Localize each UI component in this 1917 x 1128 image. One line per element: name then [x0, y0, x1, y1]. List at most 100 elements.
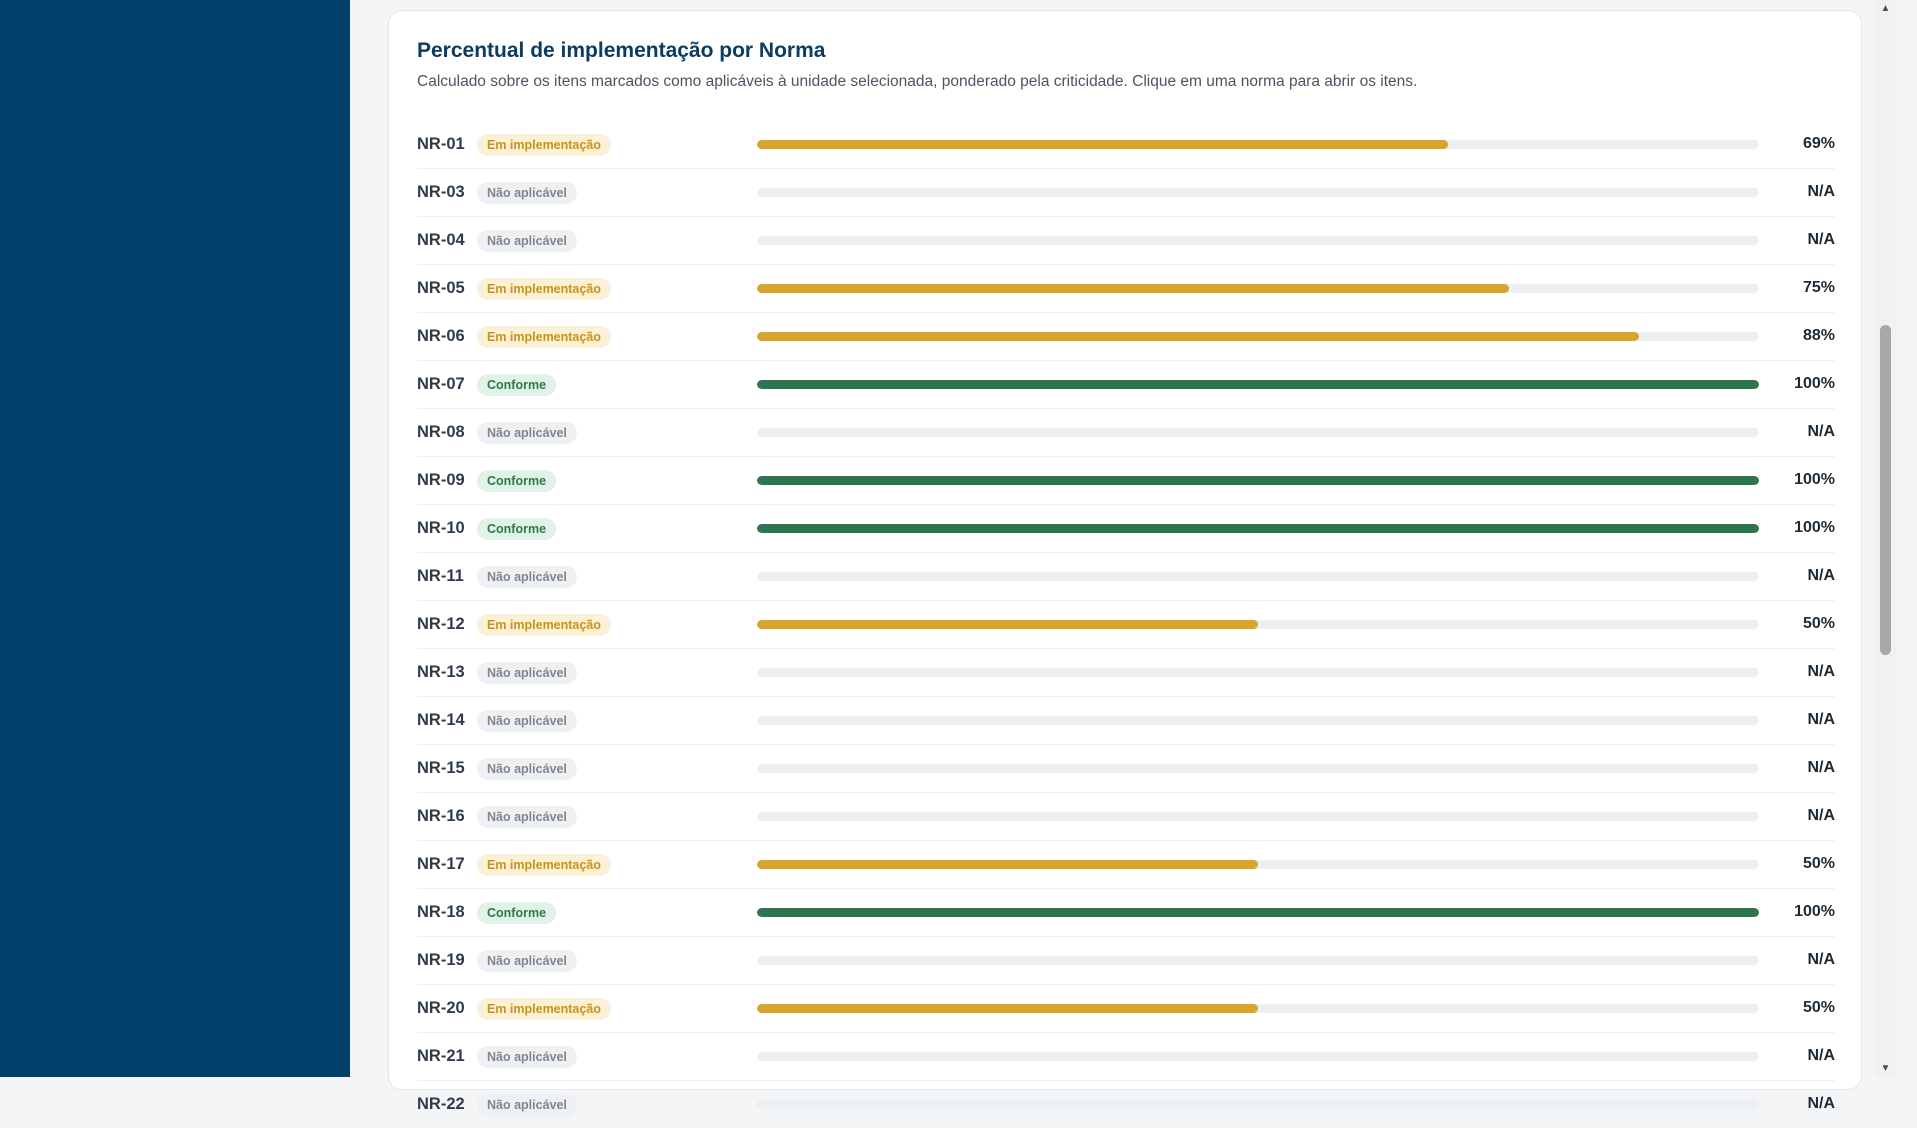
norm-row-nr-17[interactable]: NR-17 Em implementação 50%: [417, 841, 1835, 889]
status-badge: Não aplicável: [477, 950, 577, 972]
percent-value: 100%: [1794, 903, 1835, 920]
norm-row-nr-04[interactable]: NR-04 Não aplicável N/A: [417, 217, 1835, 265]
status-badge: Em implementação: [477, 998, 611, 1020]
scroll-up-arrow-icon[interactable]: ▲: [1880, 3, 1891, 14]
norm-row-nr-13[interactable]: NR-13 Não aplicável N/A: [417, 649, 1835, 697]
norm-list: NR-01 Em implementação 69% NR-03 Não apl…: [417, 121, 1835, 1128]
scroll-down-arrow-icon[interactable]: ▼: [1880, 1063, 1891, 1074]
norm-code: NR-14: [417, 711, 465, 729]
progress-track: [757, 860, 1759, 869]
percent-value: N/A: [1807, 759, 1835, 776]
percent-value: 100%: [1794, 375, 1835, 392]
percent-value: 100%: [1794, 471, 1835, 488]
norm-row-nr-05[interactable]: NR-05 Em implementação 75%: [417, 265, 1835, 313]
percent-value: N/A: [1807, 183, 1835, 200]
percent-value: N/A: [1807, 951, 1835, 968]
scroll-thumb[interactable]: [1880, 325, 1891, 655]
norm-code: NR-15: [417, 759, 465, 777]
progress-track: [757, 908, 1759, 917]
norm-code: NR-07: [417, 375, 465, 393]
progress-track: [757, 1052, 1759, 1061]
progress-track: [757, 428, 1759, 437]
norm-row-nr-22[interactable]: NR-22 Não aplicável N/A: [417, 1081, 1835, 1128]
status-badge: Não aplicável: [477, 566, 577, 588]
progress-track: [757, 812, 1759, 821]
main-content: Percentual de implementação por Norma Ca…: [350, 0, 1896, 1116]
norm-row-nr-11[interactable]: NR-11 Não aplicável N/A: [417, 553, 1835, 601]
progress-track: [757, 188, 1759, 197]
norm-row-nr-18[interactable]: NR-18 Conforme 100%: [417, 889, 1835, 937]
status-badge: Em implementação: [477, 134, 611, 156]
norm-code: NR-01: [417, 135, 465, 153]
status-badge: Não aplicável: [477, 710, 577, 732]
progress-track: [757, 1004, 1759, 1013]
percent-value: N/A: [1807, 711, 1835, 728]
percent-value: 88%: [1802, 327, 1835, 344]
norm-code: NR-17: [417, 855, 465, 873]
percent-value: 75%: [1802, 279, 1835, 296]
progress-track: [757, 140, 1759, 149]
norm-code: NR-11: [417, 567, 464, 585]
status-badge: Não aplicável: [477, 662, 577, 684]
status-badge: Não aplicável: [477, 182, 577, 204]
norm-row-nr-01[interactable]: NR-01 Em implementação 69%: [417, 121, 1835, 169]
percent-value: N/A: [1807, 807, 1835, 824]
progress-track: [757, 620, 1759, 629]
norm-code: NR-04: [417, 231, 465, 249]
norm-code: NR-21: [417, 1047, 465, 1065]
norm-code: NR-10: [417, 519, 465, 537]
norm-code: NR-09: [417, 471, 465, 489]
progress-track: [757, 668, 1759, 677]
progress-fill: [757, 332, 1639, 341]
norm-row-nr-21[interactable]: NR-21 Não aplicável N/A: [417, 1033, 1835, 1081]
card-subtitle: Calculado sobre os itens marcados como a…: [417, 73, 1418, 90]
percent-value: 100%: [1794, 519, 1835, 536]
percent-value: 50%: [1802, 855, 1835, 872]
norm-code: NR-12: [417, 615, 465, 633]
progress-track: [757, 764, 1759, 773]
status-badge: Conforme: [477, 374, 557, 396]
norm-row-nr-08[interactable]: NR-08 Não aplicável N/A: [417, 409, 1835, 457]
norm-code: NR-08: [417, 423, 465, 441]
status-badge: Não aplicável: [477, 230, 577, 252]
norm-row-nr-10[interactable]: NR-10 Conforme 100%: [417, 505, 1835, 553]
norm-row-nr-03[interactable]: NR-03 Não aplicável N/A: [417, 169, 1835, 217]
norm-code: NR-05: [417, 279, 465, 297]
progress-track: [757, 716, 1759, 725]
progress-fill: [757, 620, 1258, 629]
status-badge: Em implementação: [477, 614, 611, 636]
progress-fill: [757, 908, 1759, 917]
norm-row-nr-09[interactable]: NR-09 Conforme 100%: [417, 457, 1835, 505]
progress-fill: [757, 140, 1449, 149]
norm-code: NR-16: [417, 807, 465, 825]
norms-implementation-card: Percentual de implementação por Norma Ca…: [388, 10, 1862, 1116]
norm-code: NR-13: [417, 663, 465, 681]
progress-track: [757, 476, 1759, 485]
norm-row-nr-15[interactable]: NR-15 Não aplicável N/A: [417, 745, 1835, 793]
norm-row-nr-19[interactable]: NR-19 Não aplicável N/A: [417, 937, 1835, 985]
progress-fill: [757, 1004, 1258, 1013]
status-badge: Não aplicável: [477, 806, 577, 828]
norm-row-nr-16[interactable]: NR-16 Não aplicável N/A: [417, 793, 1835, 841]
norm-code: NR-19: [417, 951, 465, 969]
status-badge: Não aplicável: [477, 1094, 577, 1116]
norm-row-nr-06[interactable]: NR-06 Em implementação 88%: [417, 313, 1835, 361]
progress-track: [757, 524, 1759, 533]
status-badge: Conforme: [477, 518, 557, 540]
percent-value: 50%: [1802, 615, 1835, 632]
progress-track: [757, 572, 1759, 581]
norm-code: NR-20: [417, 999, 465, 1017]
norm-row-nr-12[interactable]: NR-12 Em implementação 50%: [417, 601, 1835, 649]
percent-value: N/A: [1807, 231, 1835, 248]
norm-row-nr-07[interactable]: NR-07 Conforme 100%: [417, 361, 1835, 409]
progress-fill: [757, 860, 1258, 869]
status-badge: Não aplicável: [477, 758, 577, 780]
percent-value: N/A: [1807, 423, 1835, 440]
percent-value: N/A: [1807, 1047, 1835, 1064]
norm-row-nr-14[interactable]: NR-14 Não aplicável N/A: [417, 697, 1835, 745]
percent-value: N/A: [1807, 567, 1835, 584]
norm-row-nr-20[interactable]: NR-20 Em implementação 50%: [417, 985, 1835, 1033]
vertical-scrollbar[interactable]: ▲ ▼: [1875, 0, 1896, 1077]
progress-track: [757, 236, 1759, 245]
progress-track: [757, 956, 1759, 965]
